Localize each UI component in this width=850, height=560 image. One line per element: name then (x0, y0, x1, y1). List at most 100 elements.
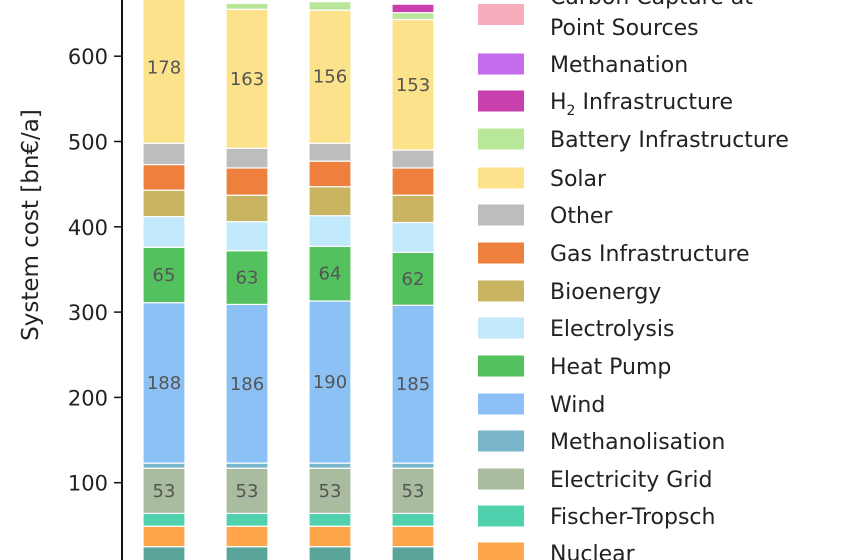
legend: Carbon Capture at Point Sources Methanatio… (478, 0, 789, 560)
data-label: 53 (153, 481, 176, 502)
y-axis-title: System cost [bn€/a] (18, 109, 44, 341)
bar-segment-nuclear-3 (308, 525, 352, 548)
bar-segment-bioenergy-3 (308, 186, 352, 217)
legend-item: Electrolysis (478, 317, 674, 342)
legend-label: Methanation (550, 53, 688, 78)
data-labels-layer: 53 188 65 178 53 186 63 163 53 190 64 156 53 185 62 153 (147, 57, 430, 502)
legend-item: Methanation (478, 53, 688, 78)
y-tick-label: 200 (68, 386, 108, 410)
bar-segment-electricity-grid-3 (308, 467, 352, 515)
bar-segment-wind-1 (142, 302, 186, 464)
bar-segment-electricity-grid-1 (142, 467, 186, 515)
bar-segment-methanolisation-3 (308, 462, 352, 469)
legend-item: Bioenergy (478, 280, 661, 305)
bar-segment-bioenergy-2 (225, 194, 269, 223)
legend-label: Wind (550, 393, 605, 418)
y-tick-label: 500 (68, 131, 108, 155)
legend-label: Fischer-Tropsch (550, 505, 715, 530)
bar-segment-fischer-tropsch-1 (142, 512, 186, 527)
bar-segment-h-infrastructure-4 (391, 3, 435, 14)
bar-segment-fischer-tropsch-3 (308, 512, 352, 527)
legend-item: Wind (478, 393, 605, 418)
legend-swatch (478, 317, 524, 339)
bar-segment-gas-infrastructure-3 (308, 160, 352, 188)
bar-segment-gas-infrastructure-1 (142, 163, 186, 191)
legend-swatch (478, 468, 524, 490)
bar-segment-electricity-grid-4 (391, 467, 435, 515)
bar-segment-methanolisation-2 (225, 462, 269, 469)
legend-item: Gas Infrastructure (478, 242, 750, 267)
legend-item: Battery Infrastructure (478, 128, 789, 153)
legend-label: Other (550, 204, 613, 229)
legend-label-line2: Point Sources (550, 16, 699, 41)
bar-segment-other-2 (225, 147, 269, 169)
legend-swatch (478, 167, 524, 189)
bar-segment-gas-infrastructure-2 (225, 167, 269, 196)
data-label: 186 (230, 374, 264, 395)
bar-segment-heat-pump-2 (225, 250, 269, 306)
legend-swatch (478, 4, 524, 25)
data-label: 64 (319, 264, 342, 285)
legend-item: Other (478, 204, 613, 229)
bar-segment-bioenergy-4 (391, 194, 435, 224)
legend-item: Fischer-Tropsch (478, 505, 715, 530)
y-tick-label: 600 (68, 45, 108, 69)
legend-item: Methanolisation (478, 430, 725, 455)
y-axis: 0 100 200 300 400 500 600 (68, 0, 123, 560)
bar-segment-gas-storage-4 (391, 546, 435, 560)
data-label: 53 (236, 481, 259, 502)
bar-segment-gas-storage-2 (225, 546, 269, 560)
bar-segment-methanolisation-1 (142, 462, 186, 469)
bar-segment-fischer-tropsch-2 (225, 512, 269, 527)
bar-segment-electrolysis-4 (391, 221, 435, 253)
data-label: 65 (153, 265, 176, 286)
legend-item: H2 Infrastructure (478, 90, 733, 119)
bar-segment-electrolysis-2 (225, 221, 269, 252)
data-label: 156 (313, 67, 347, 88)
bar-segment-electrolysis-3 (308, 215, 352, 248)
bar-segment-wind-2 (225, 303, 269, 464)
bar-segment-electricity-grid-2 (225, 467, 269, 515)
data-label: 63 (236, 268, 259, 289)
legend-swatch (478, 280, 524, 302)
data-label: 185 (396, 374, 430, 395)
bar-segment-gas-storage-1 (142, 546, 186, 560)
bar-segment-nuclear-2 (225, 525, 269, 548)
data-label: 62 (402, 269, 425, 290)
bar-segment-bioenergy-1 (142, 189, 186, 218)
legend-swatch (478, 505, 524, 527)
legend-label: Solar (550, 167, 607, 192)
bar-segment-solar-3 (308, 9, 352, 144)
legend-label: Electricity Grid (550, 468, 712, 493)
data-label: 163 (230, 69, 264, 90)
legend-swatch (478, 430, 524, 452)
legend-label: Carbon Capture at (550, 0, 753, 10)
data-label: 190 (313, 372, 347, 393)
bar-segment-solar-4 (391, 18, 435, 151)
data-label: 178 (147, 57, 181, 78)
legend-item: Electricity Grid (478, 468, 712, 493)
legend-swatch (478, 128, 524, 150)
bar-segment-other-1 (142, 142, 186, 166)
legend-label: Methanolisation (550, 430, 725, 455)
data-label: 153 (396, 75, 430, 96)
legend-swatch (478, 204, 524, 226)
legend-item: Solar (478, 167, 607, 192)
data-label: 53 (319, 481, 342, 502)
bar-segment-other-3 (308, 142, 352, 162)
bar-segment-methanolisation-4 (391, 462, 435, 469)
y-tick-label: 400 (68, 216, 108, 240)
y-tick-label: 0 (95, 557, 108, 560)
legend-swatch (478, 53, 524, 75)
legend-swatch (478, 242, 524, 264)
bar-segment-other-4 (391, 149, 435, 169)
bar-segment-solar-2 (225, 8, 269, 149)
data-label: 53 (402, 481, 425, 502)
legend-item: Nuclear (478, 542, 636, 560)
y-tick-label: 100 (68, 472, 108, 496)
legend-item: Heat Pump (478, 355, 671, 380)
data-label: 188 (147, 373, 181, 394)
bar-segment-electrolysis-1 (142, 215, 186, 248)
bar-segment-gas-infrastructure-4 (391, 167, 435, 196)
